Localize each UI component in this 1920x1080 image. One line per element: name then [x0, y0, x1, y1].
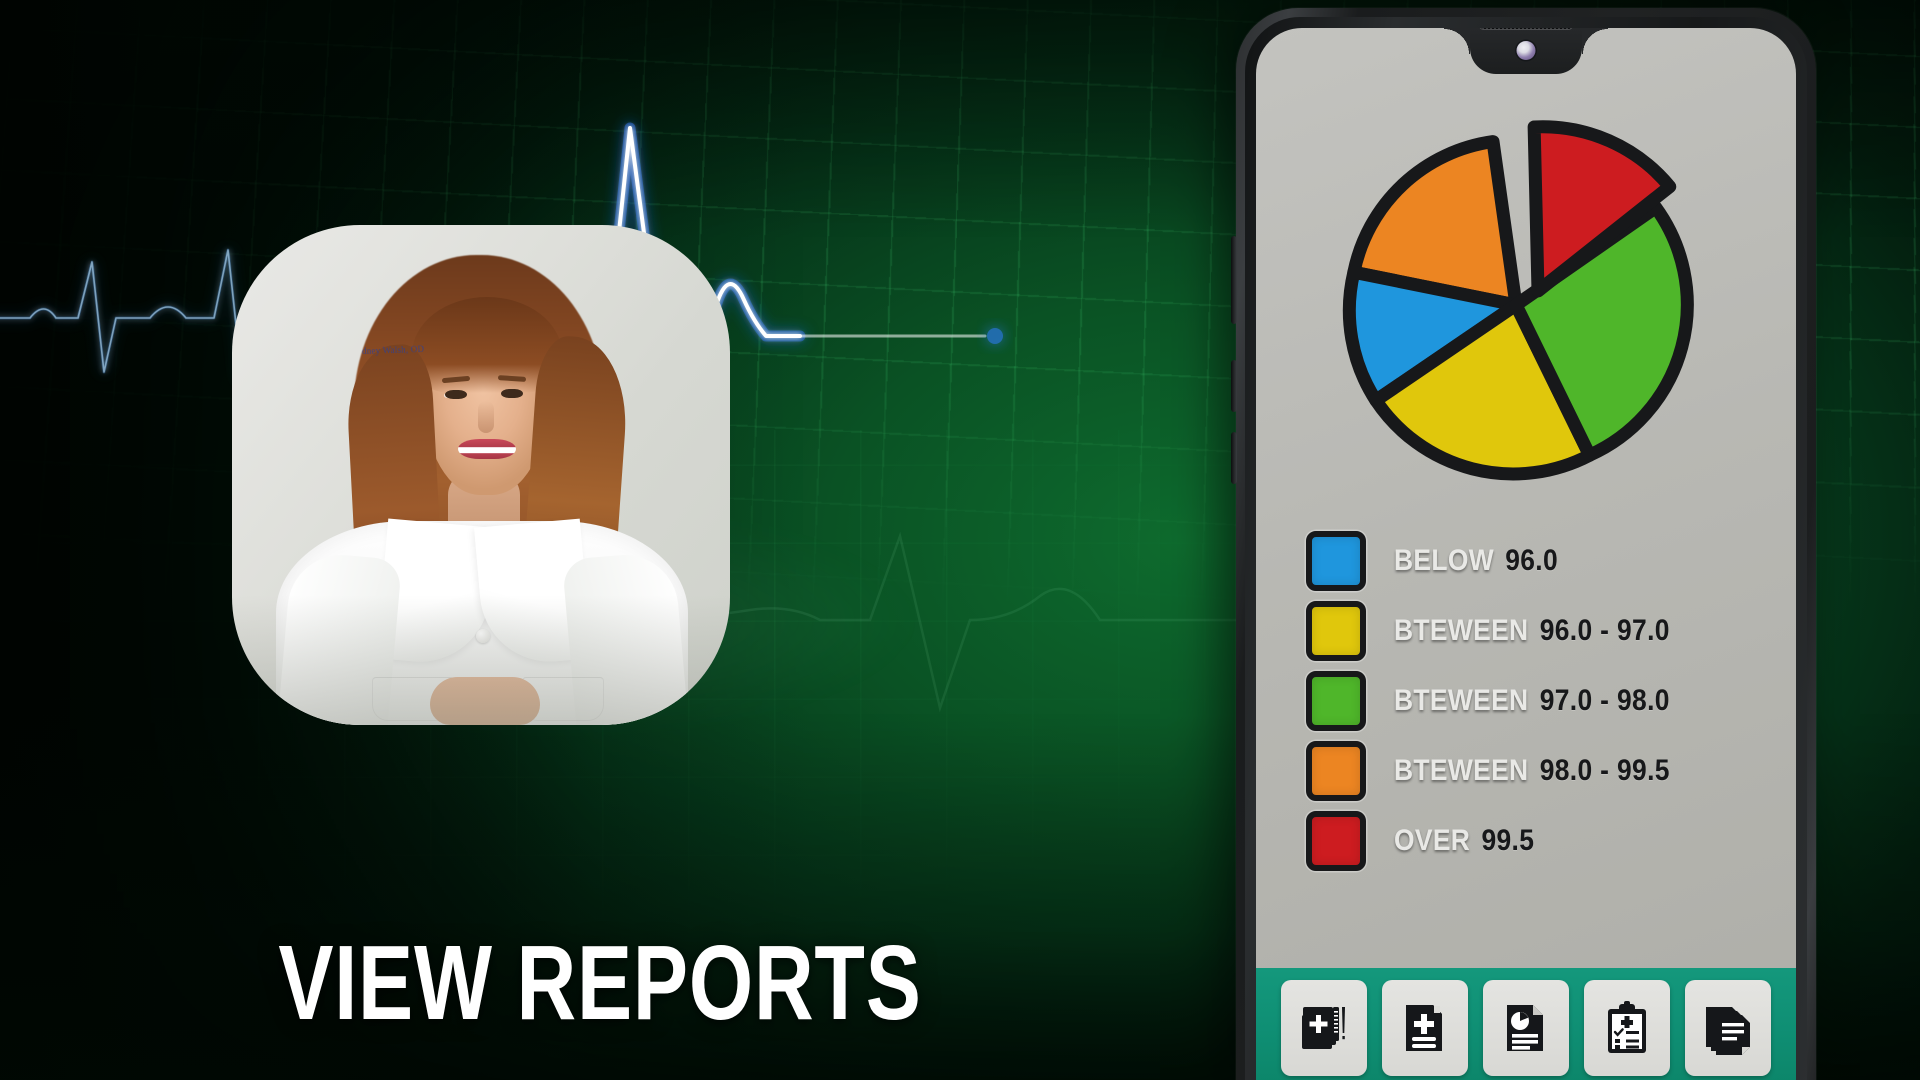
eye-left: [445, 390, 467, 399]
doctor-portrait-card: dney Walsh, OD: [232, 225, 730, 725]
legend-item-96-97[interactable]: BTEWEEN 96.0 - 97.0: [1306, 596, 1776, 666]
eye-right: [501, 389, 523, 398]
clipboard-checklist-icon: [1602, 1001, 1652, 1055]
legend-label: BELOW 96.0: [1394, 544, 1558, 578]
toolbar-button-report[interactable]: [1483, 980, 1569, 1076]
toolbar-button-medical-records[interactable]: [1281, 980, 1367, 1076]
pie-slice-orange: [1347, 135, 1523, 312]
legend-word: BTEWEEN: [1394, 754, 1529, 787]
page-title: VIEW REPORTS: [278, 924, 922, 1042]
phone-volume-button[interactable]: [1231, 236, 1237, 324]
pie-chart-legend: BELOW 96.0 BTEWEEN 96.0 - 97.0 BTEWEEN: [1306, 526, 1776, 876]
legend-value: 96.0: [1505, 544, 1559, 577]
medical-document-add-icon: [1400, 1001, 1450, 1055]
bottom-toolbar: [1256, 968, 1796, 1080]
legend-word: BELOW: [1394, 544, 1495, 577]
legend-item-below-96[interactable]: BELOW 96.0: [1306, 526, 1776, 596]
legend-label: BTEWEEN 97.0 - 98.0: [1394, 684, 1670, 718]
legend-label: OVER 99.5: [1394, 824, 1534, 858]
legend-value: 97.0 - 98.0: [1539, 684, 1670, 717]
legend-swatch-green: [1306, 671, 1366, 731]
legend-value: 98.0 - 99.5: [1539, 754, 1670, 787]
temperature-pie-chart[interactable]: [1316, 80, 1736, 500]
legend-value: 99.5: [1481, 824, 1535, 857]
mouth-smile: [458, 439, 516, 459]
legend-value: 96.0 - 97.0: [1539, 614, 1670, 647]
report-chart-document-icon: [1501, 1001, 1551, 1055]
pie-slice-green: [1509, 201, 1694, 462]
legend-item-97-98[interactable]: BTEWEEN 97.0 - 98.0: [1306, 666, 1776, 736]
legend-word: OVER: [1394, 824, 1471, 857]
card-floor-shadow: [232, 595, 730, 725]
earpiece-speaker-icon: [1480, 28, 1572, 29]
legend-item-over-995[interactable]: OVER 99.5: [1306, 806, 1776, 876]
legend-item-98-995[interactable]: BTEWEEN 98.0 - 99.5: [1306, 736, 1776, 806]
legend-swatch-orange: [1306, 741, 1366, 801]
legend-label: BTEWEEN 96.0 - 97.0: [1394, 614, 1670, 648]
document-stack-icon: [1702, 1001, 1754, 1055]
legend-swatch-red: [1306, 811, 1366, 871]
toolbar-button-documents[interactable]: [1685, 980, 1771, 1076]
phone-assistant-button[interactable]: [1231, 432, 1237, 484]
pie-slice-blue: [1342, 265, 1523, 407]
legend-word: BTEWEEN: [1394, 614, 1529, 647]
legend-swatch-blue: [1306, 531, 1366, 591]
phone-screen: BELOW 96.0 BTEWEEN 96.0 - 97.0 BTEWEEN: [1256, 28, 1796, 1080]
pie-slice-red-exploded: [1527, 120, 1677, 298]
toolbar-button-new-record[interactable]: [1382, 980, 1468, 1076]
phone-mockup: BELOW 96.0 BTEWEEN 96.0 - 97.0 BTEWEEN: [1231, 8, 1816, 1080]
legend-word: BTEWEEN: [1394, 684, 1529, 717]
legend-label: BTEWEEN 98.0 - 99.5: [1394, 754, 1670, 788]
phone-notch: [1444, 28, 1582, 74]
nose: [478, 401, 494, 433]
phone-power-button[interactable]: [1231, 360, 1237, 412]
medical-records-book-icon: [1297, 1001, 1351, 1055]
front-camera-icon: [1516, 41, 1536, 60]
legend-swatch-yellow: [1306, 601, 1366, 661]
toolbar-button-checklist[interactable]: [1584, 980, 1670, 1076]
ecg-waveform-reflection: [638, 470, 1262, 770]
